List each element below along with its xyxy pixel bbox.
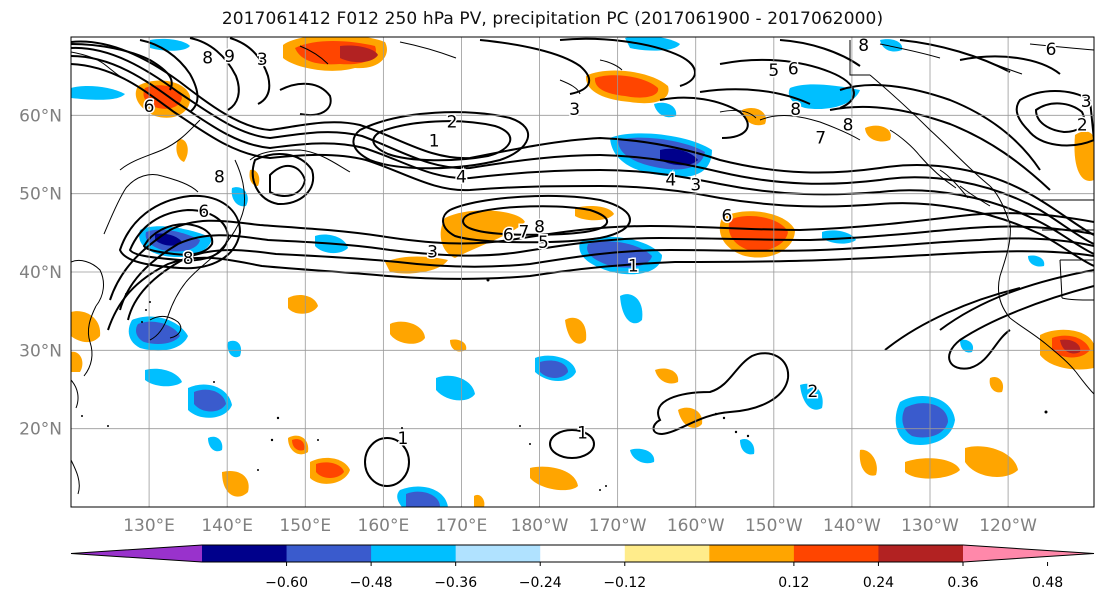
coastlines xyxy=(71,40,1094,495)
pv-contour-label: 2 xyxy=(447,113,458,133)
latitude-labels: 60°N 50°N 40°N 30°N 20°N xyxy=(19,106,62,439)
precip-anomaly-shading xyxy=(71,37,1094,507)
colorbar: −0.60 −0.48 −0.36 −0.24 −0.12 0.12 0.24 0.36 0.4… xyxy=(70,544,1095,591)
colorbar-outline xyxy=(70,544,1095,563)
pv-contour-label: 4 xyxy=(665,171,676,191)
colorbar-segment xyxy=(455,545,541,562)
lon-tick-label: 140°E xyxy=(201,516,253,536)
pv-contour-label: 3 xyxy=(569,100,580,120)
pv-contour-label: 8 xyxy=(843,116,854,136)
pv-contour-label: 1 xyxy=(429,131,440,151)
pv-contour-label: 6 xyxy=(722,207,733,227)
pv-contour-label: 8 xyxy=(214,167,225,187)
colorbar-tick-label: 0.36 xyxy=(947,575,978,591)
positive-anomaly-patches xyxy=(71,37,1094,507)
lat-tick-label: 20°N xyxy=(19,420,62,440)
pv-contour-label: 8 xyxy=(183,249,194,269)
pv-contour-label: 6 xyxy=(144,97,155,117)
colorbar-tick-label: 0.12 xyxy=(778,575,809,591)
colorbar-segment xyxy=(371,545,457,562)
lat-tick-label: 60°N xyxy=(19,106,62,126)
pv-contour-label: 2 xyxy=(807,382,818,402)
colorbar-extend-low xyxy=(71,545,202,562)
map-frame xyxy=(70,36,1095,508)
pv-contour-label: 3 xyxy=(257,50,268,70)
pv-contour-label: 7 xyxy=(815,128,826,148)
lat-tick-label: 30°N xyxy=(19,341,62,361)
pv-contour-label: 8 xyxy=(202,48,213,68)
pv-contour-label: 7 xyxy=(519,222,530,242)
lon-tick-label: 170°E xyxy=(436,516,488,536)
pv-contour-label: 1 xyxy=(577,424,588,444)
lon-tick-label: 150°E xyxy=(279,516,331,536)
lon-tick-label: 160°E xyxy=(358,516,410,536)
lon-tick-label: 120°W xyxy=(979,516,1037,536)
colorbar-tick-label: 0.24 xyxy=(863,575,894,591)
pv-contour-label: 3 xyxy=(1081,92,1092,112)
colorbar-tick-label: −0.12 xyxy=(603,575,646,591)
pv-contour-label: 9 xyxy=(224,47,235,67)
colorbar-segment xyxy=(793,545,879,562)
lat-tick-label: 50°N xyxy=(19,185,62,205)
pv-contour-label: 5 xyxy=(768,61,779,81)
pv-contour-label: 6 xyxy=(1046,40,1057,60)
lon-tick-label: 160°W xyxy=(667,516,725,536)
lon-tick-label: 150°W xyxy=(745,516,803,536)
pv-contour-label: 6 xyxy=(198,202,209,222)
pv-contour-label: 5 xyxy=(538,233,549,253)
pv-contour-label: 3 xyxy=(427,243,438,263)
lon-tick-label: 170°W xyxy=(589,516,647,536)
colorbar-tick-label: −0.24 xyxy=(519,575,562,591)
colorbar-tick-label: 0.48 xyxy=(1032,575,1063,591)
lon-tick-label: 140°W xyxy=(823,516,881,536)
pv-contour-label: 8 xyxy=(790,100,801,120)
map-gridlines xyxy=(71,37,1094,507)
lon-tick-label: 180°W xyxy=(511,516,569,536)
colorbar-segment xyxy=(878,545,964,562)
pv-contour-label: 8 xyxy=(858,36,869,56)
colorbar-tick-label: −0.36 xyxy=(434,575,477,591)
colorbar-extend-high xyxy=(963,545,1094,562)
negative-anomaly-patches xyxy=(71,37,1045,507)
pv-contour-label: 8 xyxy=(534,218,545,238)
lat-tick-label: 40°N xyxy=(19,263,62,283)
colorbar-tick-label: −0.48 xyxy=(350,575,393,591)
pv-contour-label: 1 xyxy=(397,429,408,449)
colorbar-tick-label: −0.60 xyxy=(265,575,308,591)
colorbar-segment xyxy=(286,545,372,562)
longitude-labels: 130°E 140°E 150°E 160°E 170°E 180°W 170°W 160°W… xyxy=(123,516,1037,536)
pv-contour-label: 6 xyxy=(503,225,514,245)
pv-contour-label: 1 xyxy=(628,257,639,277)
lon-tick-label: 130°E xyxy=(123,516,175,536)
lon-tick-label: 130°W xyxy=(901,516,959,536)
colorbar-segment xyxy=(202,545,288,562)
pv-contour-label: 3 xyxy=(690,175,701,195)
island-dots xyxy=(81,278,1048,491)
colorbar-segment xyxy=(709,545,795,562)
plot-title: 2017061412 F012 250 hPa PV, precipitatio… xyxy=(221,9,884,29)
pv-contour-label: 6 xyxy=(788,59,799,79)
pv-contour-label: 4 xyxy=(456,167,467,187)
colorbar-segment xyxy=(540,545,626,562)
colorbar-segment xyxy=(624,545,710,562)
pv-contour-label: 2 xyxy=(1077,116,1088,136)
